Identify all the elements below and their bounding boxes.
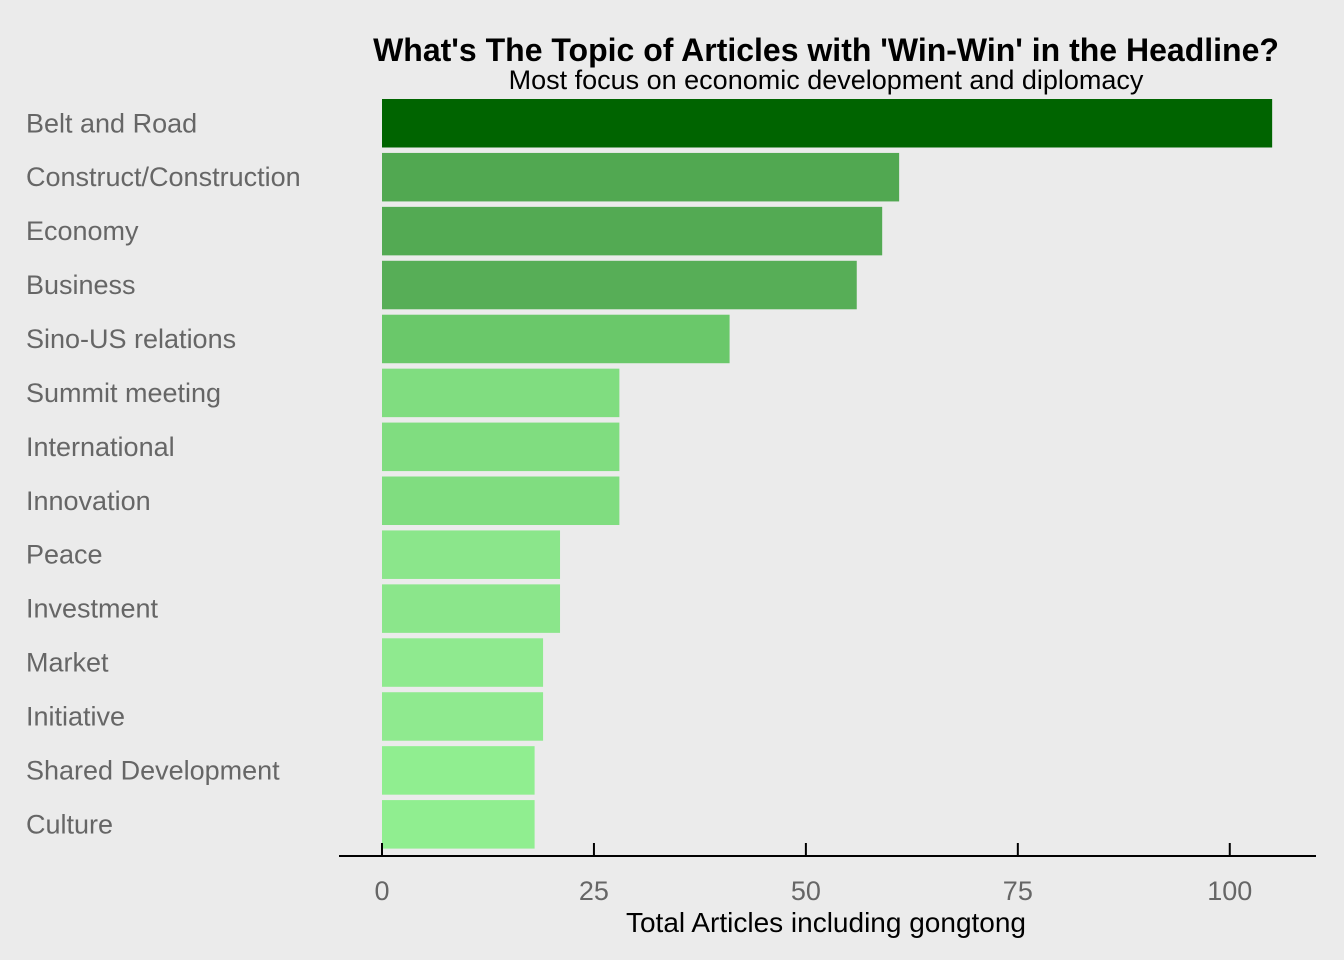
bar xyxy=(382,314,730,364)
bar xyxy=(382,99,1273,148)
x-tick-label: 50 xyxy=(791,876,821,906)
category-label: Construct/Construction xyxy=(26,162,301,192)
category-label: Sino-US relations xyxy=(26,324,236,354)
x-tick-label: 25 xyxy=(579,876,609,906)
bar xyxy=(382,746,535,795)
x-tick-label: 0 xyxy=(374,876,389,906)
category-label: Culture xyxy=(26,809,113,839)
bar xyxy=(382,800,535,849)
bar xyxy=(382,422,620,472)
category-label: Market xyxy=(26,648,109,678)
category-label: Shared Development xyxy=(26,755,280,785)
bar xyxy=(382,152,900,202)
bar xyxy=(382,584,561,633)
category-label: Economy xyxy=(26,216,139,246)
category-label: Innovation xyxy=(26,486,151,516)
bar xyxy=(382,206,883,256)
x-axis-ticks-group: 0 25 50 75 100 xyxy=(374,843,1252,906)
x-tick-label: 100 xyxy=(1207,876,1252,906)
bar xyxy=(382,476,620,526)
x-axis-title: Total Articles including gongtong xyxy=(626,907,1026,938)
category-label: Belt and Road xyxy=(26,108,197,138)
category-label: Peace xyxy=(26,540,103,570)
category-label: Business xyxy=(26,270,136,300)
category-label: Initiative xyxy=(26,701,125,731)
bar xyxy=(382,692,544,741)
bars-group xyxy=(382,99,1273,849)
bar xyxy=(382,530,561,579)
category-labels-group: Belt and Road Construct/Construction Econo… xyxy=(26,108,301,839)
chart-title: What's The Topic of Articles with 'Win-W… xyxy=(373,32,1279,68)
category-label: Summit meeting xyxy=(26,378,221,408)
bar xyxy=(382,260,857,310)
category-label: Investment xyxy=(26,594,159,624)
bar xyxy=(382,638,544,687)
bar xyxy=(382,368,620,418)
chart-subtitle: Most focus on economic development and d… xyxy=(509,65,1144,95)
x-tick-label: 75 xyxy=(1003,876,1033,906)
category-label: International xyxy=(26,432,175,462)
